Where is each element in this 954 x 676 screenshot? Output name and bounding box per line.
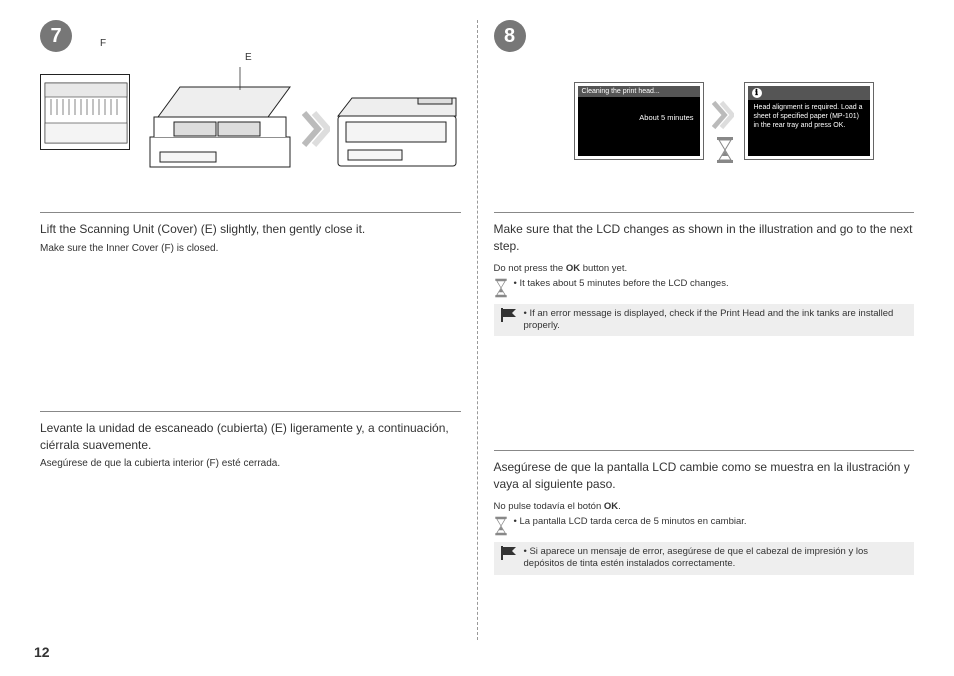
rule <box>494 212 915 213</box>
step8-es-bullet: • La pantalla LCD tarda cerca de 5 minut… <box>514 516 747 528</box>
hourglass-icon <box>716 136 734 164</box>
step8-en-main: Make sure that the LCD changes as shown … <box>494 221 915 255</box>
lcd2-body: Head alignment is required. Load a sheet… <box>754 104 864 130</box>
step8-en-bullet: • It takes about 5 minutes before the LC… <box>514 278 729 290</box>
step8-es-note: No pulse todavía el botón OK. <box>494 501 915 512</box>
manual-page: 7 F E <box>0 0 954 676</box>
hourglass-icon <box>494 516 508 536</box>
arrow-icon <box>302 111 330 147</box>
step7-en-sub: Make sure the Inner Cover (F) is closed. <box>40 242 461 255</box>
printer-detail-inset <box>40 74 130 150</box>
step7-illustration: F E <box>40 56 461 196</box>
hourglass-icon <box>494 278 508 298</box>
column-divider <box>477 20 478 640</box>
step7-badge: 7 <box>40 20 72 52</box>
flag-icon <box>500 546 518 560</box>
arrow-icon <box>712 100 734 130</box>
rule <box>40 212 461 213</box>
step8-column: 8 Cleaning the print head... About 5 min… <box>484 20 925 676</box>
step8-es-warning: • Si aparece un mensaje de error, asegúr… <box>494 542 915 575</box>
rule <box>494 450 915 451</box>
label-F: F <box>100 38 106 49</box>
step7-en-main: Lift the Scanning Unit (Cover) (E) sligh… <box>40 221 461 238</box>
step8-es-main: Asegúrese de que la pantalla LCD cambie … <box>494 459 915 493</box>
step7-es-sub: Asegúrese de que la cubierta interior (F… <box>40 457 461 470</box>
page-number: 12 <box>34 644 50 660</box>
lcd1-title: Cleaning the print head... <box>578 86 700 97</box>
printer-closed-illustration <box>332 86 462 176</box>
rule <box>40 411 461 412</box>
lcd-screen-1: Cleaning the print head... About 5 minut… <box>574 82 704 160</box>
step8-illustration: Cleaning the print head... About 5 minut… <box>494 56 915 196</box>
lcd1-body: About 5 minutes <box>584 113 694 122</box>
step8-en-warning: • If an error message is displayed, chec… <box>494 304 915 337</box>
lcd-screen-2: ℹ Head alignment is required. Load a she… <box>744 82 874 160</box>
flag-icon <box>500 308 518 322</box>
step7-es-main: Levante la unidad de escaneado (cubierta… <box>40 420 461 454</box>
step8-en-note: Do not press the OK button yet. <box>494 263 915 274</box>
step8-badge: 8 <box>494 20 526 52</box>
step7-column: 7 F E <box>30 20 471 676</box>
printer-open-illustration <box>140 62 300 182</box>
info-icon: ℹ <box>752 88 762 98</box>
